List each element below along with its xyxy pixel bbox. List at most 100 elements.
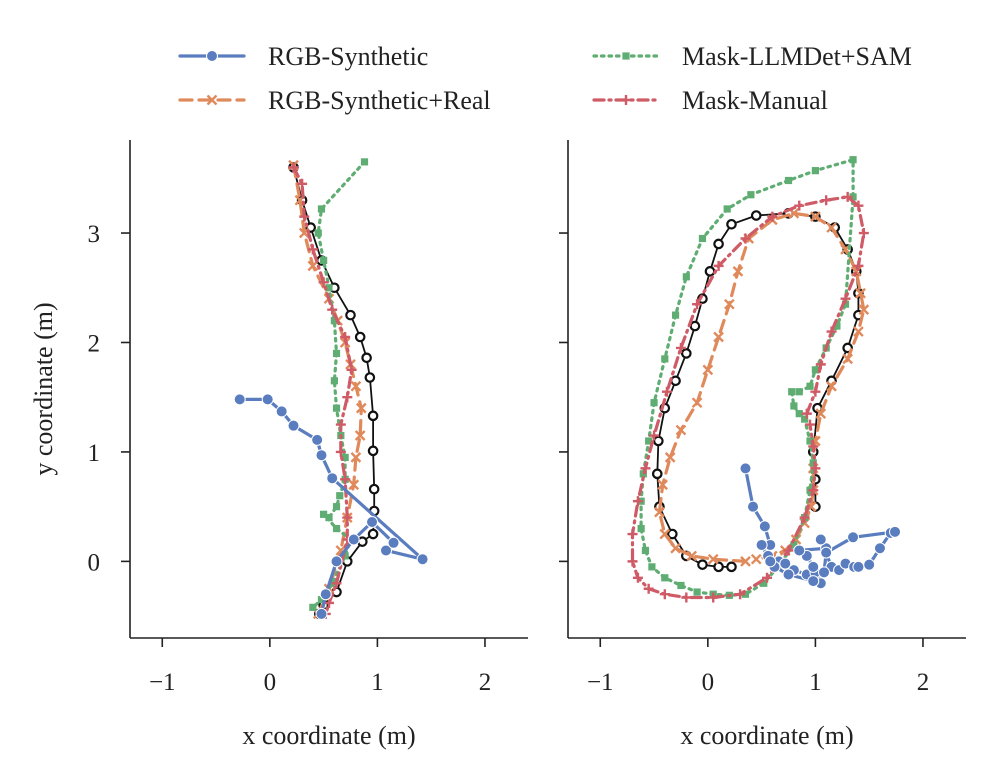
data-point [367,445,379,457]
data-point [361,352,372,364]
data-point [801,415,809,423]
legend-label: RGB-Synthetic+Real [268,86,491,115]
legend-item-rgb-synthetic: RGB-Synthetic [178,42,428,71]
data-point [740,556,751,567]
data-point [332,404,341,412]
data-point [704,266,716,277]
data-point [692,299,703,310]
data-point [341,453,349,462]
data-point [330,555,343,568]
data-point [657,479,669,491]
data-point [818,566,831,579]
data-point [764,555,777,568]
data-point [707,553,719,565]
data-point [632,572,643,583]
legend-label: RGB-Synthetic [268,42,428,71]
data-point [788,388,796,396]
data-point [326,472,339,485]
data-point [762,572,772,583]
data-point [667,528,678,540]
data-point [340,474,351,485]
data-point [808,441,819,452]
y-tick-label: 1 [88,440,101,467]
data-point [355,402,367,414]
data-point [659,589,670,600]
data-point [275,405,288,418]
data-point [627,529,638,540]
series-line [639,158,855,597]
data-point [653,435,664,447]
data-point [724,298,735,310]
data-point [807,575,820,588]
data-point [332,349,341,358]
data-point [726,218,737,230]
data-point [670,375,681,387]
plot-panel-right: −1 0 1 2 x coordinate (m) [559,140,966,750]
data-point [318,277,329,288]
data-point [741,590,750,598]
series-rgb-synthetic-real [654,207,870,567]
data-point [347,533,360,546]
data-point [795,388,803,396]
data-point [332,524,341,533]
data-point [820,546,833,559]
data-point [779,557,792,570]
data-point [299,211,310,222]
data-point [664,452,676,463]
data-point [307,244,318,255]
data-point [842,353,854,365]
data-point [740,233,751,244]
data-point [380,544,393,557]
data-point [661,355,669,363]
data-point [287,419,300,432]
data-point [686,550,698,562]
data-point [297,178,308,189]
y-tick-label: 0 [88,549,101,576]
data-point [735,589,746,600]
data-point [855,287,866,299]
plot-panel-left: −1 0 1 2 0 1 2 3 x coordinate (m) y coordinate (m… [29,140,528,750]
data-point [826,326,837,337]
data-point [335,419,346,430]
data-point [649,430,660,441]
data-point [325,514,333,522]
data-point [702,364,714,376]
series-mask-manual [627,191,869,603]
data-point [632,496,643,507]
data-point [342,392,353,403]
y-tick-label: 3 [88,221,101,248]
data-point [335,446,346,457]
legend-label: Mask-Manual [682,86,828,115]
data-point [713,331,724,343]
data-point [863,558,876,571]
data-point [814,533,827,546]
data-point [806,382,814,390]
data-point [654,506,665,518]
data-point [784,176,793,185]
data-point [368,483,380,495]
data-point [336,492,344,500]
data-point [689,320,701,332]
x-tick-label: 0 [264,669,277,696]
data-point [309,603,317,611]
data-point [853,260,864,271]
data-point [810,463,821,474]
data-point [675,424,687,436]
data-point [732,265,744,277]
data-point [805,419,816,430]
series-rgb-synthetic [233,393,429,620]
y-axis-label: y coordinate (m) [29,302,58,475]
data-point [691,397,703,409]
data-point [758,520,771,533]
data-point [682,273,690,281]
data-point [342,512,353,523]
data-point [670,542,681,554]
legend-marker [206,50,218,62]
data-point [821,195,832,206]
data-point [795,410,803,418]
data-point [387,536,400,549]
x-tick-label: −1 [149,669,176,696]
data-point [708,592,719,603]
data-point [332,503,341,511]
data-point [782,568,795,581]
